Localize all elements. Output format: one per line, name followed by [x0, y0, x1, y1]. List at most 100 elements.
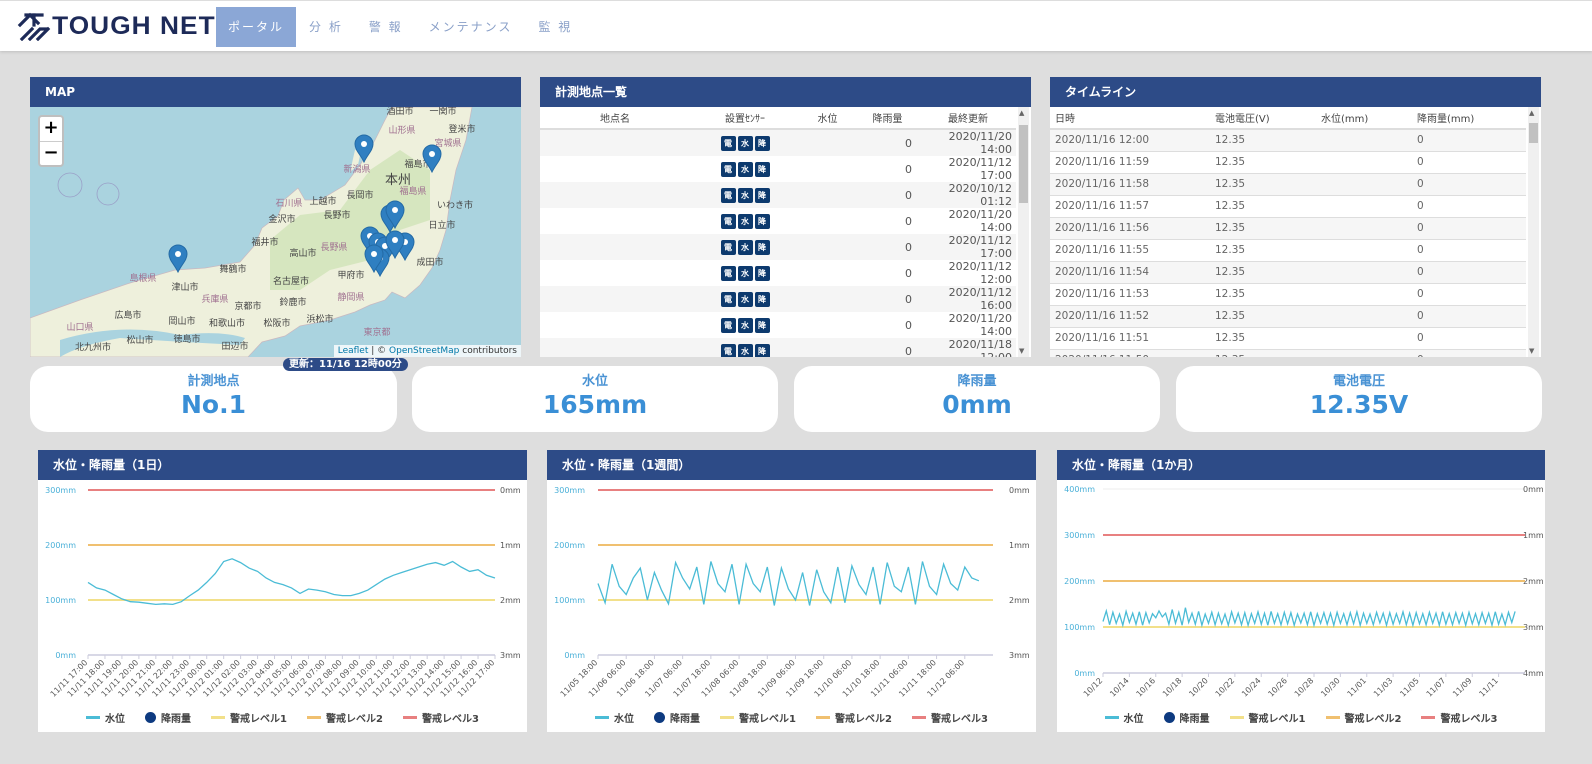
zoom-in-button[interactable]: +: [43, 117, 59, 138]
y-axis-right-tick: 3mm: [500, 651, 521, 660]
y-axis-left-tick: 100mm: [1064, 623, 1095, 632]
legend-item[interactable]: 水位: [595, 710, 634, 725]
legend-item[interactable]: 水位: [86, 710, 125, 725]
x-axis-tick-label: 11/01: [1345, 676, 1368, 699]
map-marker-icon[interactable]: [168, 244, 188, 274]
map-marker-icon[interactable]: [385, 230, 405, 260]
station-row[interactable]: 電水降 0 2020/11/12 16:00: [540, 286, 1016, 312]
osm-link[interactable]: OpenStreetMap: [389, 346, 460, 356]
station-name[interactable]: [540, 286, 690, 312]
y-axis-left-tick: 0mm: [1074, 669, 1095, 678]
nav-maintenance[interactable]: メンテナンス: [428, 20, 513, 34]
map-marker-icon[interactable]: [422, 144, 442, 174]
water-level: [1316, 283, 1412, 306]
map-marker-icon[interactable]: [364, 244, 384, 274]
scroll-up-icon[interactable]: ▲: [1529, 109, 1535, 117]
x-axis-tick-label: 10/14: [1108, 676, 1131, 699]
station-row[interactable]: 電水降 0 2020/10/12 01:12: [540, 182, 1016, 208]
legend-item[interactable]: 警戒レベル2: [307, 710, 383, 725]
map-view[interactable]: 酒田市 一関市 山形県 登米市 宮城県 新潟県 福島市 本州 福島県 長岡市 石川県 上越市 いわき市金…: [30, 107, 521, 357]
map-place-label: 福島県: [399, 185, 426, 197]
stat-value: 12.35V: [1309, 390, 1409, 419]
col-datetime[interactable]: 日時: [1050, 107, 1210, 130]
station-name[interactable]: [540, 156, 690, 182]
legend-item[interactable]: 降雨量: [1163, 710, 1210, 725]
legend-item[interactable]: 水位: [1104, 710, 1144, 725]
datetime: 2020/11/16 11:56: [1050, 217, 1210, 240]
legend-item[interactable]: 警戒レベル2: [816, 710, 892, 725]
legend-item[interactable]: 警戒レベル2: [1325, 710, 1401, 725]
scrollbar-thumb[interactable]: [1529, 123, 1538, 143]
station-row[interactable]: 電水降 0 2020/11/12 17:00: [540, 156, 1016, 182]
nav-analysis[interactable]: 分 析: [309, 20, 343, 34]
col-water-level[interactable]: 水位: [800, 107, 855, 130]
map-place-label: 鈴鹿市: [279, 296, 306, 308]
sensor-badge: 降: [754, 239, 770, 255]
station-row[interactable]: 電水降 0 2020/11/12 17:00: [540, 234, 1016, 260]
battery-voltage: 12.35: [1210, 327, 1316, 350]
col-water[interactable]: 水位(mm): [1316, 107, 1412, 130]
map-place-label: 兵庫県: [201, 293, 228, 305]
zoom-out-button[interactable]: −: [40, 141, 62, 165]
station-name[interactable]: [540, 208, 690, 234]
station-name[interactable]: [540, 182, 690, 208]
y-axis-left-tick: 0mm: [564, 651, 585, 660]
col-battery[interactable]: 電池電圧(V): [1210, 107, 1316, 130]
map-marker-icon[interactable]: [385, 200, 405, 230]
x-axis-tick-label: 10/28: [1293, 676, 1316, 699]
col-rainfall[interactable]: 降雨量: [855, 107, 920, 130]
station-name[interactable]: [540, 338, 690, 357]
station-row[interactable]: 電水降 0 2020/11/20 14:00: [540, 208, 1016, 234]
timeline-scrollbar[interactable]: ▲ ▼: [1528, 107, 1539, 357]
map-place-label: 成田市: [416, 256, 443, 268]
nav-monitoring[interactable]: 監 視: [538, 20, 573, 34]
legend-item[interactable]: 警戒レベル3: [911, 710, 988, 725]
sensor-badge: 降: [754, 135, 770, 151]
scroll-up-icon[interactable]: ▲: [1019, 109, 1025, 117]
legend-swatch: [1421, 716, 1436, 719]
battery-voltage: 12.35: [1210, 173, 1316, 196]
legend-item[interactable]: 警戒レベル1: [720, 710, 796, 725]
station-row[interactable]: 電水降 0 2020/11/20 14:00: [540, 129, 1016, 156]
scroll-down-icon[interactable]: ▼: [1529, 347, 1535, 355]
map-place-label: 高山市: [289, 247, 316, 259]
last-updated: 2020/11/12 17:00: [920, 234, 1016, 260]
map-place-label: 新潟県: [343, 163, 370, 175]
scrollbar-thumb[interactable]: [1019, 125, 1028, 203]
sensor-badge: 電: [720, 265, 736, 281]
station-name[interactable]: [540, 260, 690, 286]
col-sensors[interactable]: 設置ｾﾝｻｰ: [690, 107, 800, 130]
legend-swatch: [307, 716, 322, 719]
sensor-badge: 降: [754, 343, 770, 357]
nav-portal[interactable]: ポータル: [216, 7, 297, 47]
logo-icon: [17, 12, 51, 41]
station-list-scrollbar[interactable]: ▲ ▼: [1018, 107, 1029, 357]
legend-item[interactable]: 警戒レベル3: [1421, 710, 1497, 725]
legend-item[interactable]: 警戒レベル1: [1229, 710, 1306, 725]
legend-item[interactable]: 降雨量: [145, 710, 191, 725]
rainfall: 0: [1412, 261, 1526, 284]
col-rain[interactable]: 降雨量(mm): [1412, 107, 1526, 130]
scroll-down-icon[interactable]: ▼: [1019, 347, 1025, 355]
station-name[interactable]: [540, 129, 690, 156]
legend-item[interactable]: 警戒レベル1: [211, 710, 287, 725]
station-name[interactable]: [540, 312, 690, 338]
timeline-table: 日時 電池電圧(V) 水位(mm) 降雨量(mm) 2020/11/16 12:…: [1050, 107, 1526, 357]
col-last-updated[interactable]: 最終更新: [920, 107, 1016, 130]
y-axis-right-tick: 0mm: [500, 486, 521, 495]
timeline-row: 2020/11/16 11:58 12.35 0: [1050, 173, 1526, 196]
water-level: [1316, 129, 1412, 152]
logo[interactable]: TOUGH NET: [16, 11, 215, 41]
legend-item[interactable]: 降雨量: [654, 710, 700, 725]
station-name[interactable]: [540, 234, 690, 260]
legend-label: 水位: [105, 714, 126, 725]
map-marker-icon[interactable]: [354, 134, 374, 164]
nav-alerts[interactable]: 警 報: [368, 20, 403, 34]
leaflet-link[interactable]: Leaflet: [337, 346, 369, 356]
col-station-name[interactable]: 地点名: [540, 107, 690, 130]
station-row[interactable]: 電水降 0 2020/11/12 12:00: [540, 260, 1016, 286]
station-row[interactable]: 電水降 0 2020/11/20 14:00: [540, 312, 1016, 338]
legend-item[interactable]: 警戒レベル3: [402, 710, 479, 725]
